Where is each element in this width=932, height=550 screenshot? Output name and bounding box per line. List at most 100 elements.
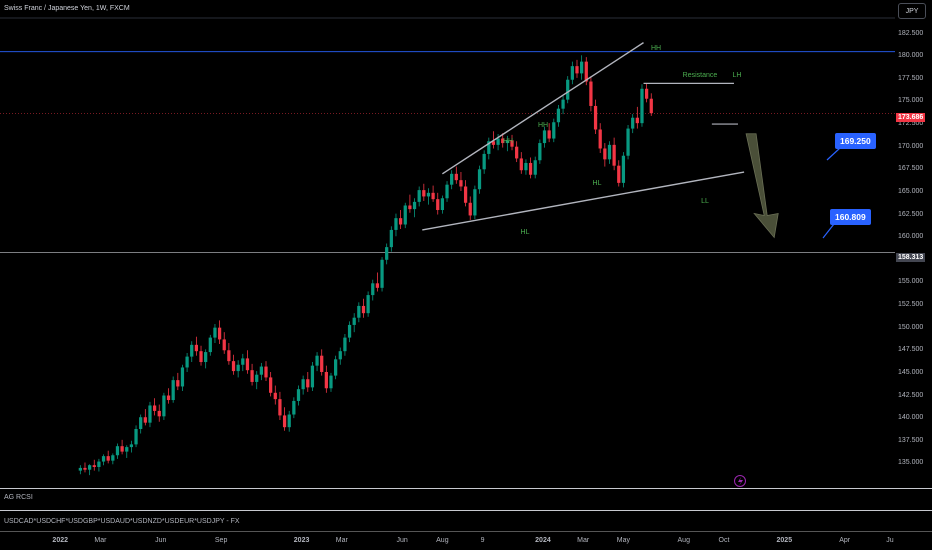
- candle-body: [403, 205, 407, 225]
- candle-body: [552, 122, 556, 139]
- wedge-lower-line: [422, 171, 745, 231]
- price-tick-label: 140.000: [898, 414, 924, 422]
- candle-body: [111, 455, 115, 461]
- candle-body: [180, 367, 185, 387]
- candle-body: [468, 202, 472, 216]
- candle-body: [519, 158, 523, 171]
- candle-body: [162, 395, 166, 417]
- candle-body: [217, 327, 222, 340]
- target-callout-lower[interactable]: 160.809: [830, 209, 871, 225]
- candle-body: [570, 66, 574, 80]
- candle-body: [542, 130, 547, 144]
- time-tick-label: Aug: [436, 537, 449, 544]
- candle-body: [250, 370, 254, 382]
- price-tick-label: 135.000: [898, 459, 924, 467]
- candle-body: [134, 428, 138, 445]
- price-tick-label: 180.000: [898, 52, 924, 60]
- candle-body: [292, 400, 296, 415]
- projection-arrow: [745, 133, 779, 239]
- candle-body: [320, 355, 324, 372]
- candle-body: [561, 99, 565, 109]
- candle-body: [259, 366, 263, 375]
- target-callout-upper[interactable]: 169.250: [835, 133, 876, 149]
- time-tick-label: May: [616, 537, 631, 544]
- candle-body: [176, 380, 180, 387]
- time-tick-label: Jun: [396, 537, 408, 544]
- candle-body: [649, 98, 653, 114]
- time-axis-separator: [0, 531, 932, 532]
- price-tick-label: 167.500: [898, 165, 924, 173]
- candle-body: [255, 374, 259, 382]
- label-hh-left: HH: [502, 138, 514, 145]
- time-tick-label: Mar: [335, 537, 348, 544]
- indicator-label-rcsi: AG RCSI: [4, 494, 33, 501]
- candle-body: [101, 456, 106, 462]
- price-tick-label: 155.000: [898, 278, 924, 286]
- candle-body: [366, 295, 370, 314]
- candle-body: [301, 379, 305, 390]
- candle-body: [222, 339, 226, 351]
- candle-body: [343, 337, 347, 352]
- candle-body: [334, 359, 338, 376]
- currency-button[interactable]: JPY: [898, 3, 926, 19]
- label-hl-mid: HL: [592, 180, 602, 187]
- candle-body: [422, 190, 426, 197]
- time-tick-label: 2024: [535, 537, 551, 544]
- candle-body: [380, 259, 384, 288]
- candle-body: [524, 162, 528, 171]
- candle-body: [371, 283, 375, 296]
- candle-body: [375, 283, 380, 288]
- label-hl-low: HL: [520, 229, 530, 236]
- candle-body: [148, 405, 152, 423]
- candle-body: [621, 155, 626, 183]
- price-tick-label: 162.500: [898, 210, 924, 218]
- candle-body: [329, 375, 333, 389]
- time-tick-label: 9: [480, 537, 485, 544]
- time-tick-label: 2022: [52, 537, 69, 544]
- indicator-label-fx-basket: USDCAD*USDCHF*USDGBP*USDAUD*USDNZD*USDEU…: [4, 518, 240, 525]
- candle-body: [385, 247, 389, 260]
- candle-body: [139, 417, 143, 429]
- candle-body: [152, 405, 157, 411]
- time-tick-label: Ju: [886, 537, 894, 544]
- price-tick-label: 177.500: [898, 74, 924, 82]
- candle-body: [491, 141, 496, 145]
- candle-body: [361, 305, 366, 314]
- candle-body: [120, 446, 124, 452]
- candle-body: [306, 379, 310, 388]
- candle-body: [389, 229, 393, 248]
- candle-body: [580, 61, 584, 74]
- panel-separator-2[interactable]: [0, 510, 932, 511]
- candle-body: [510, 140, 514, 147]
- candle-body: [278, 399, 282, 416]
- candle-body: [398, 218, 403, 225]
- candle-body: [83, 467, 87, 470]
- candle-body: [296, 389, 301, 401]
- price-tick-label: 165.000: [898, 187, 924, 195]
- price-tick-label: 150.000: [898, 323, 924, 331]
- price-tick-label: 175.000: [898, 97, 924, 105]
- panel-separator-1[interactable]: [0, 488, 932, 489]
- candle-body: [394, 218, 398, 230]
- candle-body: [426, 192, 431, 197]
- candle-body: [269, 377, 273, 393]
- symbol-title: Swiss Franc / Japanese Yen, 1W, FXCM: [4, 5, 130, 12]
- candle-body: [635, 117, 639, 124]
- candle-body: [273, 392, 277, 400]
- price-tick-label: 142.500: [898, 391, 924, 399]
- level-price-tag: 158.313: [896, 253, 926, 262]
- wedge-upper-line: [442, 42, 644, 175]
- candle-body: [617, 165, 621, 183]
- candle-body: [454, 173, 458, 181]
- time-tick-label: Mar: [577, 537, 590, 544]
- candle-body: [92, 465, 96, 467]
- candle-body: [208, 337, 212, 353]
- candle-body: [143, 417, 147, 423]
- callout-pointer-lower: [822, 223, 835, 239]
- candle-body: [459, 180, 463, 187]
- lightning-bolt-glyph: [738, 477, 743, 486]
- candle-body: [482, 153, 486, 170]
- lightning-icon[interactable]: [734, 475, 746, 487]
- label-resistance: Resistance: [682, 72, 718, 79]
